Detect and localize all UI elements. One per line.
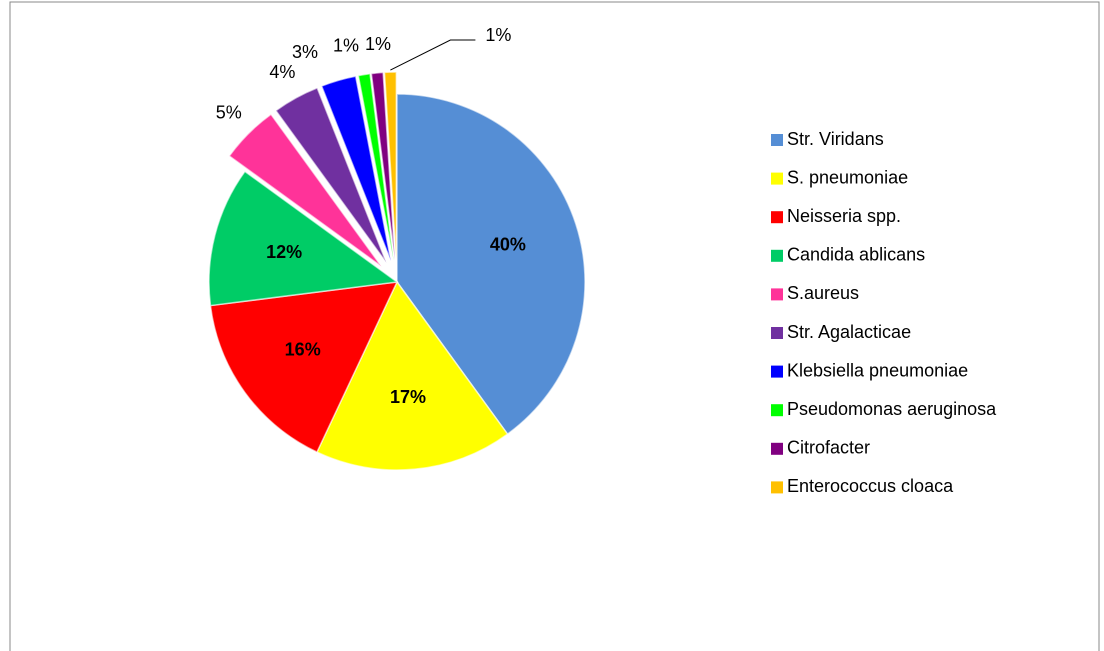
pie-slice <box>370 71 396 261</box>
pie-slice <box>315 280 509 471</box>
pie-slice <box>208 170 399 307</box>
legend-swatch <box>771 404 783 417</box>
data-label: 1% <box>365 34 391 54</box>
data-label: 12% <box>266 242 302 262</box>
data-label: 3% <box>292 42 318 62</box>
leader-line <box>390 39 476 71</box>
legend-swatch <box>771 288 783 301</box>
data-label: 17% <box>390 387 426 407</box>
legend-swatch <box>771 211 783 224</box>
data-label: 5% <box>216 102 242 122</box>
legend-label: S.aureus <box>787 283 859 303</box>
legend-label: Neisseria spp. <box>787 206 901 226</box>
legend-label: Enterococcus cloaca <box>787 476 954 496</box>
legend-label: Str. Agalacticae <box>787 322 911 342</box>
pie-slice <box>320 75 392 262</box>
legend-swatch <box>771 327 783 339</box>
legend-label: Citrofacter <box>787 438 870 458</box>
legend-swatch <box>771 365 783 378</box>
legend-label: Str. Viridans <box>787 129 884 149</box>
legend-label: S. pneumoniae <box>787 167 908 187</box>
legend-label: Pseudomonas aeruginosa <box>787 399 997 419</box>
legend-swatch <box>771 481 783 494</box>
pie-slice <box>396 93 586 436</box>
pie-slice <box>228 113 383 268</box>
data-label: 16% <box>285 339 321 359</box>
legend-swatch <box>771 442 783 455</box>
pie-slice <box>357 72 395 261</box>
data-label: 4% <box>269 62 295 82</box>
legend-swatch <box>771 172 783 185</box>
legend-label: Candida ablicans <box>787 245 925 265</box>
data-label: 40% <box>490 235 526 255</box>
data-label: 1% <box>333 36 359 56</box>
pie-slice <box>209 281 399 454</box>
legend-swatch <box>771 249 783 262</box>
legend-swatch <box>771 134 783 146</box>
pie-slice <box>383 71 398 261</box>
data-label: 1% <box>485 25 511 45</box>
pie-slice <box>274 86 388 264</box>
legend-label: Klebsiella pneumoniae <box>787 360 968 380</box>
